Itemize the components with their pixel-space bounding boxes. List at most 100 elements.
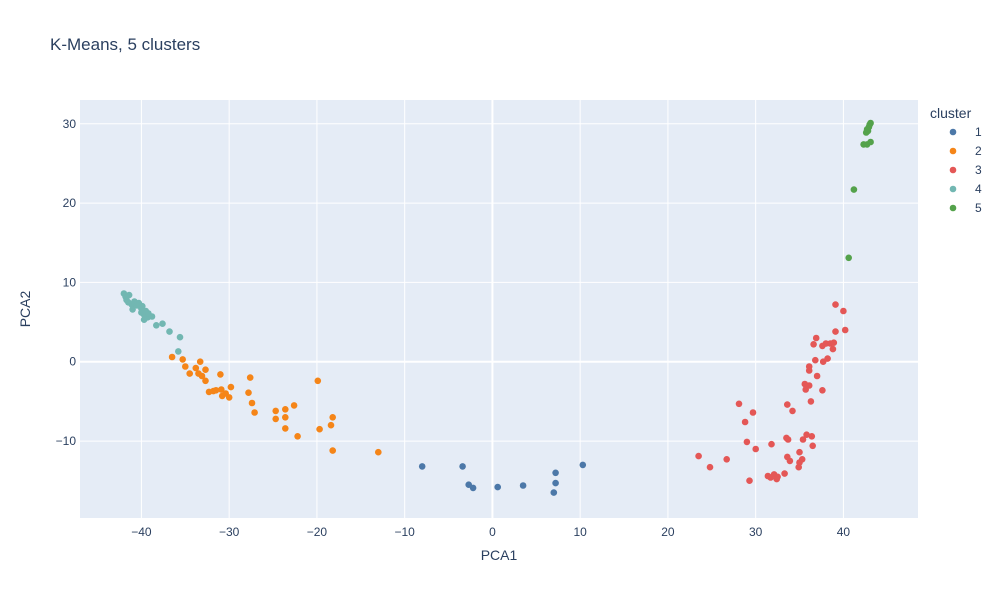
data-point[interactable] — [840, 307, 847, 315]
data-point[interactable] — [251, 409, 258, 416]
data-point[interactable] — [552, 469, 559, 477]
data-point[interactable] — [786, 457, 794, 465]
data-point[interactable] — [774, 473, 781, 481]
data-point[interactable] — [176, 333, 184, 341]
series-cluster-2[interactable] — [168, 353, 382, 456]
data-point[interactable] — [217, 371, 224, 378]
data-point[interactable] — [248, 399, 256, 407]
data-point[interactable] — [290, 402, 298, 409]
data-point[interactable] — [272, 415, 280, 423]
data-point[interactable] — [227, 383, 235, 391]
series-cluster-5[interactable] — [845, 119, 874, 262]
data-point[interactable] — [202, 377, 209, 385]
data-point[interactable] — [179, 356, 186, 363]
data-point[interactable] — [845, 254, 852, 262]
data-point[interactable] — [867, 119, 874, 127]
data-point[interactable] — [799, 436, 807, 443]
data-point[interactable] — [805, 382, 813, 389]
data-point[interactable] — [125, 291, 133, 299]
data-point[interactable] — [329, 447, 337, 454]
data-point[interactable] — [789, 407, 796, 415]
data-point[interactable] — [329, 414, 337, 421]
data-point[interactable] — [850, 186, 858, 193]
data-point[interactable] — [808, 433, 816, 440]
data-point[interactable] — [294, 433, 301, 440]
legend-item-2[interactable]: 2 — [949, 144, 982, 158]
legend[interactable]: cluster 1 2 3 4 5 — [930, 105, 982, 215]
data-point[interactable] — [781, 470, 788, 477]
data-point[interactable] — [830, 339, 838, 347]
data-point[interactable] — [375, 448, 382, 456]
data-point[interactable] — [723, 456, 730, 463]
data-point[interactable] — [314, 377, 322, 385]
data-point[interactable] — [519, 482, 527, 489]
data-point[interactable] — [418, 463, 426, 470]
data-point[interactable] — [809, 442, 816, 450]
data-points[interactable] — [120, 119, 874, 496]
data-point[interactable] — [746, 477, 753, 485]
series-cluster-4[interactable] — [120, 290, 184, 355]
data-point[interactable] — [212, 387, 220, 394]
legend-item-5[interactable]: 5 — [949, 201, 982, 215]
data-point[interactable] — [469, 484, 477, 492]
data-point[interactable] — [706, 463, 714, 471]
data-point[interactable] — [867, 138, 874, 146]
series-cluster-3[interactable] — [695, 301, 849, 485]
data-point[interactable] — [784, 401, 791, 408]
data-point[interactable] — [841, 326, 849, 334]
data-point[interactable] — [805, 363, 813, 370]
data-point[interactable] — [735, 400, 743, 408]
data-point[interactable] — [246, 374, 254, 381]
data-point[interactable] — [202, 366, 209, 374]
data-point[interactable] — [813, 372, 821, 380]
data-point[interactable] — [819, 387, 826, 394]
data-point[interactable] — [218, 386, 225, 393]
data-point[interactable] — [752, 445, 759, 453]
data-point[interactable] — [192, 364, 200, 372]
data-point[interactable] — [198, 372, 206, 380]
data-point[interactable] — [824, 355, 831, 362]
data-point[interactable] — [129, 306, 136, 313]
data-point[interactable] — [784, 436, 792, 443]
data-point[interactable] — [245, 389, 252, 397]
data-point[interactable] — [832, 301, 839, 308]
data-point[interactable] — [550, 489, 558, 496]
data-point[interactable] — [225, 394, 233, 401]
data-point[interactable] — [552, 479, 559, 487]
data-point[interactable] — [175, 348, 182, 355]
data-point[interactable] — [741, 418, 749, 426]
legend-item-1[interactable]: 1 — [949, 125, 982, 139]
legend-item-3[interactable]: 3 — [949, 163, 982, 177]
data-point[interactable] — [148, 313, 156, 320]
data-point[interactable] — [743, 438, 751, 446]
data-point[interactable] — [810, 341, 817, 348]
data-point[interactable] — [153, 322, 160, 329]
data-point[interactable] — [812, 334, 820, 342]
data-point[interactable] — [282, 425, 289, 432]
data-point[interactable] — [166, 328, 173, 335]
data-point[interactable] — [807, 398, 815, 405]
data-point[interactable] — [272, 407, 280, 415]
data-point[interactable] — [196, 358, 204, 366]
data-point[interactable] — [768, 440, 775, 448]
data-point[interactable] — [282, 406, 289, 413]
data-point[interactable] — [282, 414, 289, 421]
data-point[interactable] — [749, 409, 757, 416]
data-point[interactable] — [695, 452, 702, 460]
data-point[interactable] — [159, 320, 166, 328]
data-point[interactable] — [327, 421, 335, 429]
data-point[interactable] — [796, 448, 803, 456]
data-point[interactable] — [316, 425, 323, 433]
data-point[interactable] — [139, 302, 146, 310]
data-point[interactable] — [803, 431, 810, 439]
legend-item-4[interactable]: 4 — [949, 182, 982, 196]
data-point[interactable] — [829, 345, 837, 353]
data-point[interactable] — [798, 456, 806, 463]
series-cluster-1[interactable] — [418, 461, 587, 496]
data-point[interactable] — [579, 461, 587, 469]
data-point[interactable] — [832, 328, 839, 335]
data-point[interactable] — [168, 353, 176, 361]
data-point[interactable] — [182, 363, 189, 370]
data-point[interactable] — [459, 463, 466, 470]
data-point[interactable] — [494, 483, 502, 491]
